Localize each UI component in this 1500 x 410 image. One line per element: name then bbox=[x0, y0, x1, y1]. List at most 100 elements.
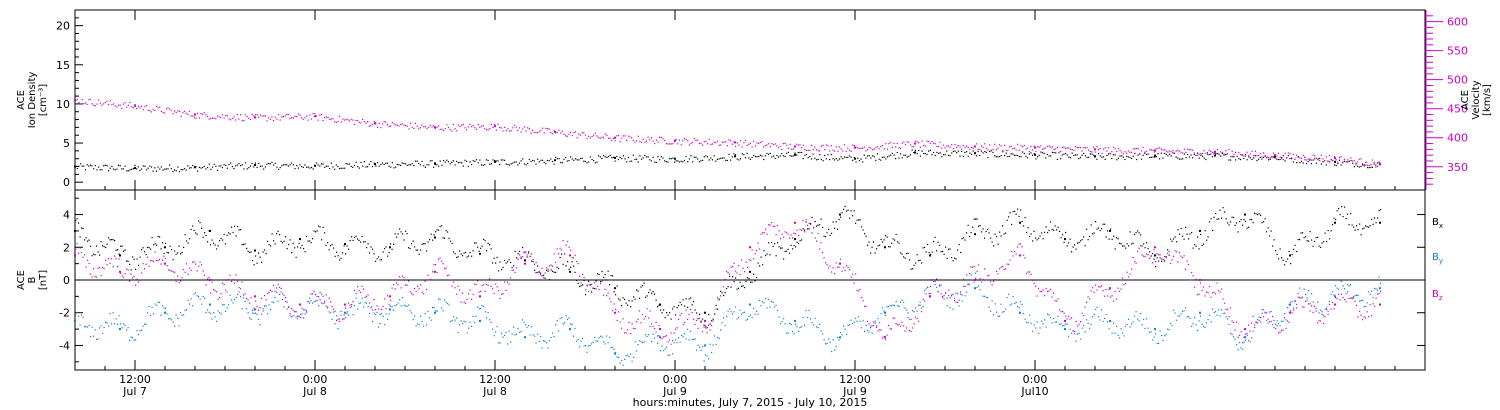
bz-point bbox=[463, 301, 465, 303]
bz-point bbox=[223, 283, 225, 285]
by-point bbox=[1312, 301, 1314, 303]
velocity-point bbox=[374, 122, 376, 125]
by-point bbox=[891, 305, 893, 307]
by-point bbox=[960, 293, 962, 295]
bz-point bbox=[399, 276, 401, 278]
density-point bbox=[1020, 156, 1022, 158]
velocity-point bbox=[563, 133, 565, 135]
by-point bbox=[249, 317, 251, 319]
density-point bbox=[847, 156, 849, 158]
velocity-point bbox=[908, 141, 910, 143]
by-point bbox=[781, 320, 783, 323]
bz-point bbox=[97, 267, 99, 269]
by-point bbox=[313, 301, 315, 303]
bx-point bbox=[1240, 219, 1242, 221]
by-point bbox=[532, 334, 534, 336]
velocity-point bbox=[274, 116, 276, 118]
velocity-point bbox=[358, 121, 360, 123]
bx-point bbox=[927, 243, 929, 246]
bz-point bbox=[1105, 288, 1107, 291]
by-point bbox=[190, 298, 192, 300]
bx-point bbox=[1125, 247, 1127, 249]
by-point bbox=[1282, 320, 1284, 322]
density-point bbox=[697, 158, 699, 160]
density-point bbox=[190, 167, 192, 169]
bx-point bbox=[546, 269, 548, 271]
by-point bbox=[766, 307, 768, 309]
by-point bbox=[237, 293, 239, 295]
bx-point bbox=[504, 259, 506, 262]
by-point bbox=[619, 362, 621, 364]
by-point bbox=[303, 309, 305, 311]
by-point bbox=[655, 331, 657, 333]
by-point bbox=[1066, 323, 1068, 325]
by-point bbox=[735, 306, 737, 308]
bz-point bbox=[94, 275, 96, 278]
bz-point bbox=[1159, 254, 1161, 256]
bx-point bbox=[1198, 248, 1200, 250]
by-point bbox=[1334, 295, 1336, 298]
bz-point bbox=[913, 323, 915, 325]
bx-point bbox=[1180, 227, 1182, 230]
by-point bbox=[1021, 303, 1023, 306]
bz-point bbox=[508, 283, 510, 285]
by-point bbox=[1374, 287, 1376, 290]
bz-point bbox=[919, 304, 921, 306]
density-point bbox=[1371, 166, 1374, 168]
bz-point bbox=[1293, 309, 1295, 311]
by-point bbox=[1158, 342, 1160, 345]
by-point bbox=[915, 307, 917, 309]
bx-point bbox=[648, 291, 650, 294]
by-point bbox=[442, 310, 444, 312]
bz-point bbox=[186, 263, 188, 265]
velocity-point bbox=[136, 108, 138, 110]
velocity-point bbox=[909, 144, 912, 146]
by-point bbox=[315, 300, 317, 302]
by-point bbox=[348, 314, 350, 316]
density-point bbox=[315, 162, 318, 164]
velocity-point bbox=[687, 140, 689, 142]
bz-point bbox=[178, 281, 180, 283]
bx-point bbox=[898, 242, 900, 244]
velocity-point bbox=[847, 147, 849, 149]
velocity-point bbox=[1334, 157, 1336, 160]
bx-point bbox=[559, 256, 561, 259]
bz-point bbox=[849, 268, 851, 271]
bz-point bbox=[772, 225, 774, 227]
bz-point bbox=[486, 283, 488, 285]
by-point bbox=[1068, 335, 1070, 337]
by-point bbox=[1083, 324, 1085, 327]
bz-point bbox=[801, 229, 803, 232]
bz-point bbox=[378, 308, 380, 310]
by-point bbox=[1057, 315, 1059, 318]
bx-point bbox=[254, 249, 256, 252]
bz-point bbox=[456, 293, 458, 295]
density-point bbox=[230, 162, 232, 164]
velocity-point bbox=[1051, 146, 1053, 148]
density-point bbox=[987, 156, 989, 159]
bx-point bbox=[1318, 245, 1320, 247]
bz-point bbox=[1237, 336, 1239, 338]
velocity-point bbox=[144, 106, 146, 108]
bx-point bbox=[190, 228, 192, 231]
by-point bbox=[1141, 323, 1143, 326]
velocity-point bbox=[629, 136, 631, 138]
bz-point bbox=[349, 304, 351, 306]
by-point bbox=[1128, 318, 1130, 321]
bx-point bbox=[333, 247, 335, 249]
bz-point bbox=[1335, 296, 1337, 299]
bz-point bbox=[382, 305, 384, 308]
bz-point bbox=[706, 332, 708, 334]
bz-point bbox=[109, 262, 111, 264]
bz-point bbox=[108, 258, 110, 260]
by-point bbox=[1239, 341, 1241, 344]
bx-point bbox=[745, 280, 747, 283]
bx-point bbox=[1173, 238, 1175, 240]
by-point bbox=[948, 294, 950, 297]
bz-point bbox=[1357, 316, 1359, 318]
by-point bbox=[690, 330, 692, 332]
velocity-point bbox=[1150, 149, 1152, 151]
velocity-point bbox=[1101, 152, 1103, 154]
velocity-point bbox=[1357, 161, 1359, 163]
density-tick-label: 15 bbox=[56, 59, 70, 72]
